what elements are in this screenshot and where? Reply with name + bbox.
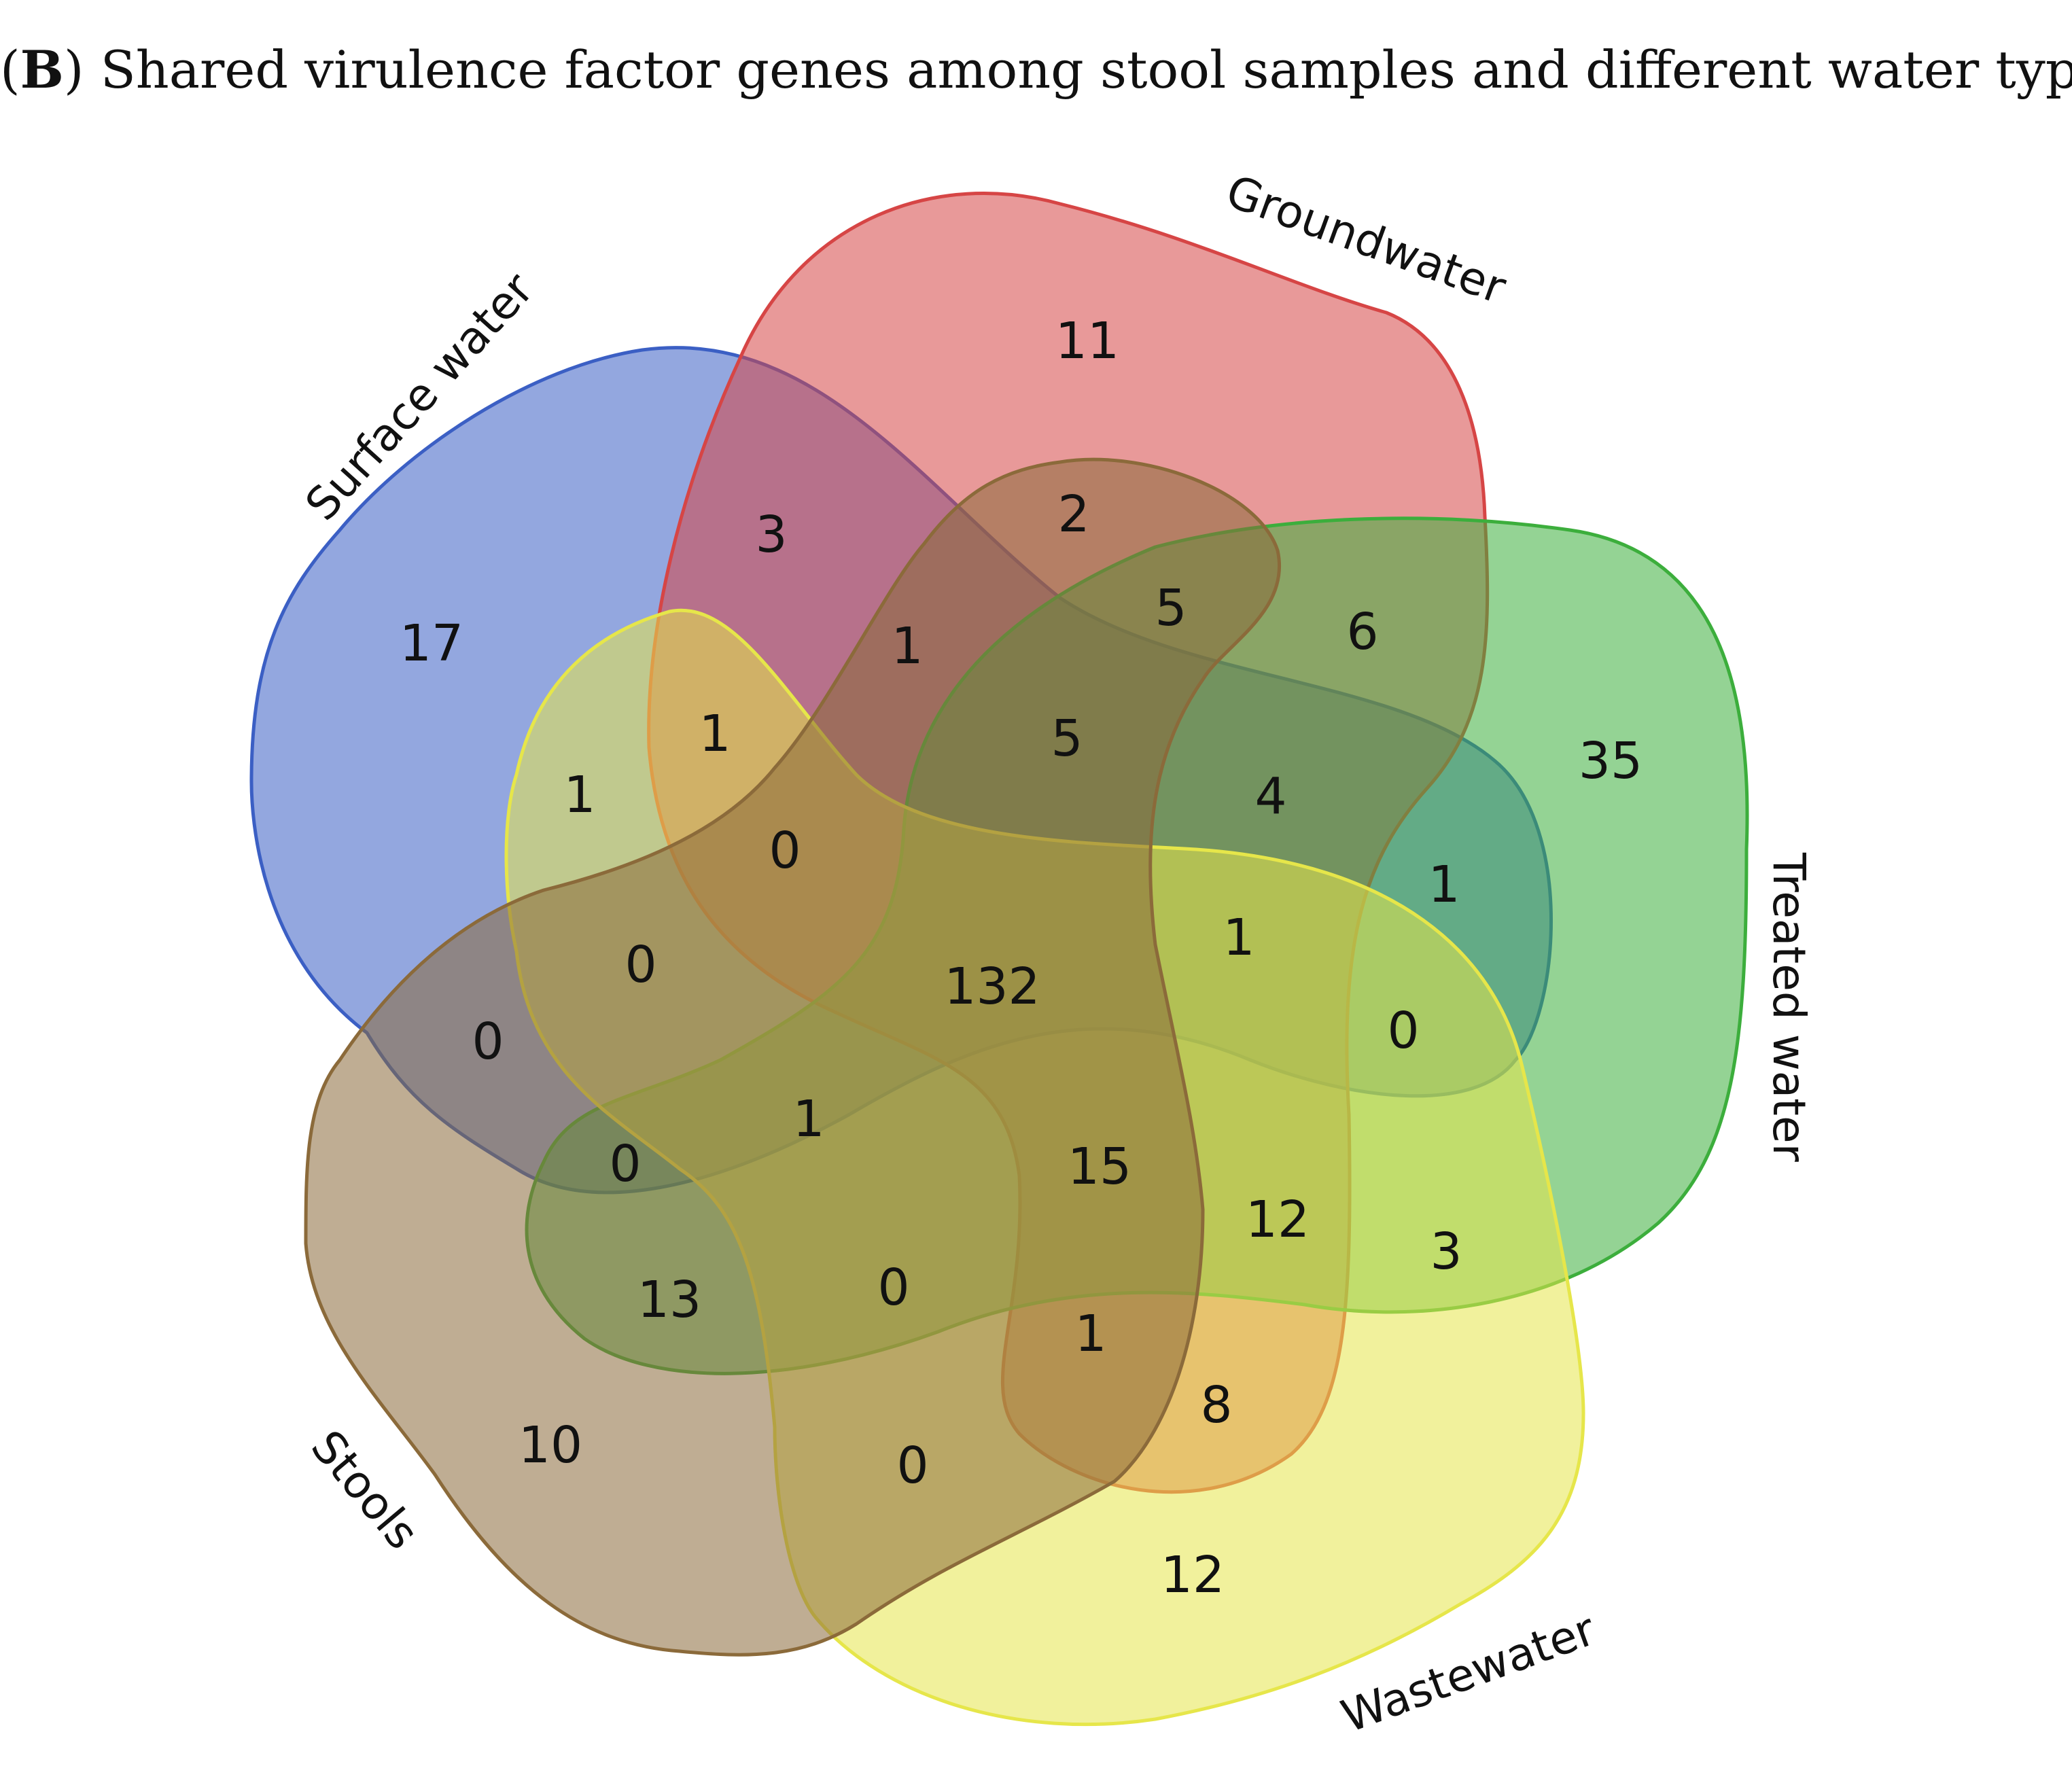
region-count: 3 — [755, 506, 787, 564]
region-count: 3 — [1430, 1222, 1462, 1281]
region-count: 17 — [400, 614, 463, 673]
region-count: 10 — [519, 1416, 582, 1475]
title-text: Shared virulence factor genes among stoo… — [100, 39, 2072, 100]
region-count: 1 — [1074, 1305, 1106, 1363]
region-count: 0 — [769, 822, 801, 880]
region-count: 0 — [896, 1436, 928, 1495]
region-count: 8 — [1200, 1376, 1232, 1434]
region-count: 0 — [609, 1135, 641, 1193]
region-count: 0 — [472, 1012, 504, 1071]
region-count: 12 — [1161, 1546, 1225, 1604]
region-count: 2 — [1057, 485, 1089, 544]
set-label-treated-water: Treated water — [1763, 852, 1815, 1163]
panel-letter: B — [20, 39, 64, 100]
region-count: 12 — [1246, 1191, 1310, 1249]
region-count: 11 — [1055, 312, 1119, 370]
region-count: 35 — [1579, 732, 1643, 790]
region-count: 1 — [563, 766, 595, 824]
region-count: 4 — [1254, 767, 1286, 826]
set-shape-stools — [304, 457, 1281, 1657]
region-count: 1 — [891, 617, 923, 675]
region-count: 0 — [877, 1258, 909, 1317]
region-count: 6 — [1346, 603, 1378, 661]
region-count: 5 — [1155, 579, 1187, 637]
region-count: 1 — [699, 705, 731, 763]
region-count: 1 — [1428, 856, 1460, 914]
region-count: 0 — [625, 936, 656, 994]
region-count: 1 — [792, 1090, 824, 1148]
region-count: 13 — [637, 1271, 701, 1329]
region-count: 5 — [1051, 709, 1083, 768]
region-counts: 17 11 35 12 10 3 2 5 6 1 5 4 1 1 1 0 0 0… — [400, 312, 1643, 1604]
figure-title: (B) Shared virulence factor genes among … — [0, 39, 2072, 100]
region-count: 0 — [1387, 1002, 1419, 1060]
region-count: 15 — [1068, 1138, 1131, 1196]
region-count: 132 — [944, 957, 1040, 1016]
region-count: 1 — [1223, 909, 1254, 967]
